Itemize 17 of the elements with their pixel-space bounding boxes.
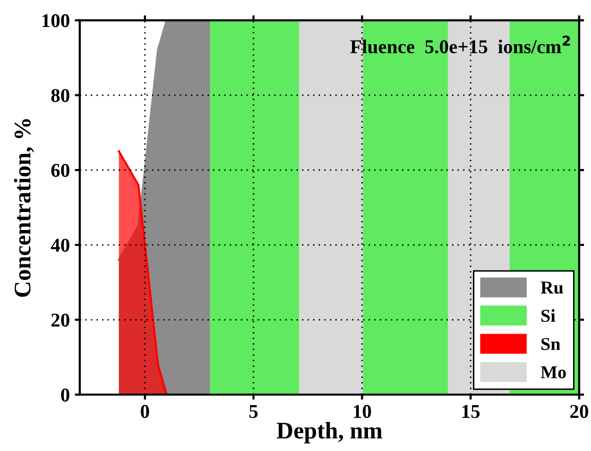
legend-label: Ru [540, 282, 564, 294]
y-tick-label: 40 [50, 238, 70, 252]
x-tick-label: 15 [462, 405, 480, 418]
y-axis-title: Concentration, % [14, 119, 34, 297]
x-tick-label: 0 [140, 404, 150, 418]
legend-label: Mo [540, 366, 566, 378]
y-tick-label: 20 [51, 314, 70, 327]
x-tick-label: 20 [570, 404, 588, 418]
x-tick-label: 10 [354, 404, 372, 418]
y-tick-label: 100 [42, 14, 70, 28]
legend-label: Sn [541, 338, 560, 350]
y-tick-label: 0 [61, 388, 70, 402]
y-tick-label: 80 [51, 88, 70, 102]
legend-label: Si [541, 309, 556, 322]
x-axis-title: Depth, nm [276, 422, 382, 444]
x-tick-label: 5 [249, 405, 258, 418]
y-tick-label: 60 [51, 164, 70, 177]
